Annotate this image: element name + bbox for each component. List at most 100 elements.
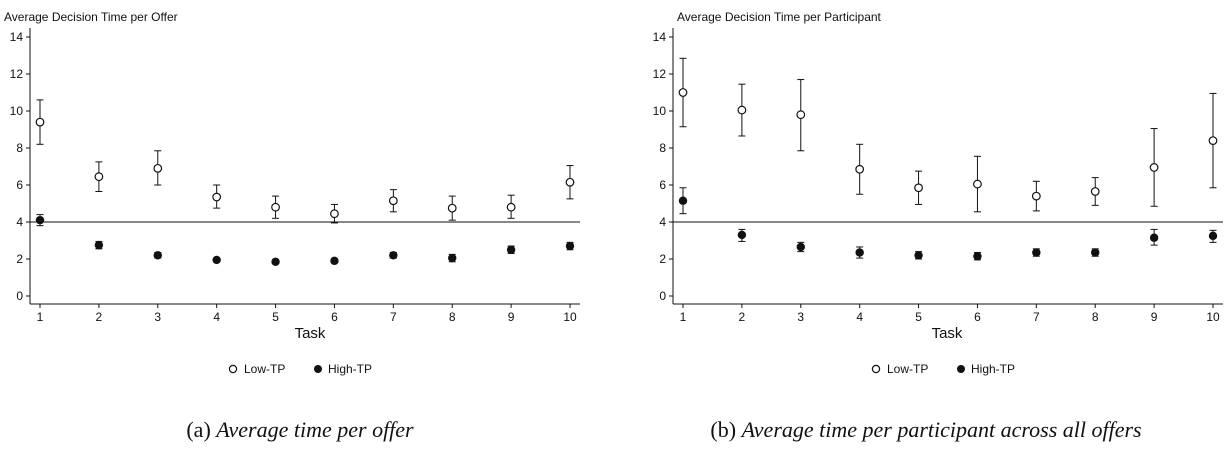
legend-marker-high-tp <box>957 365 965 373</box>
chart-panel-a: Average Decision Time per Offer Task Low… <box>4 10 580 376</box>
y-tick-label: 6 <box>16 178 23 192</box>
data-point-high-tp <box>1032 248 1041 257</box>
data-point-low-tp <box>388 196 398 206</box>
data-point-low-tp <box>973 179 982 189</box>
data-point-high-tp <box>796 242 805 252</box>
x-axis-label: Task <box>295 325 326 342</box>
data-point-high-tp <box>1091 248 1100 257</box>
y-tick-label: 10 <box>653 104 667 118</box>
x-tick-label: 2 <box>739 310 746 324</box>
data-point-high-tp <box>1149 233 1159 242</box>
y-tick-label: 2 <box>16 252 23 266</box>
data-point-high-tp <box>1208 231 1218 241</box>
x-tick-label: 10 <box>1206 310 1220 324</box>
data-point-high-tp <box>914 251 923 260</box>
data-point-low-tp <box>1031 191 1041 201</box>
x-axis-label: Task <box>932 325 963 342</box>
data-point-low-tp <box>565 177 575 187</box>
data-point-low-tp <box>153 163 163 173</box>
data-point-high-tp <box>973 252 982 261</box>
svg-text:(a) Average time per offer: (a) Average time per offer <box>186 417 414 442</box>
caption-b: (b) Average time per participant across … <box>710 417 1141 442</box>
x-tick-label: 9 <box>1151 310 1158 324</box>
x-tick-label: 4 <box>213 310 220 324</box>
legend-marker-low-tp <box>228 364 238 374</box>
y-tick-label: 4 <box>16 215 23 229</box>
caption-a-text: Average time per offer <box>214 417 414 442</box>
data-point-high-tp <box>448 253 457 263</box>
data-point-low-tp <box>796 110 806 120</box>
legend: Low-TP High-TP <box>871 362 1015 376</box>
y-tick-label: 6 <box>659 178 666 192</box>
data-point-low-tp <box>94 172 104 182</box>
x-tick-label: 8 <box>1092 310 1099 324</box>
data-point-low-tp <box>330 209 339 219</box>
y-tick-label: 12 <box>653 67 667 81</box>
data-point-high-tp <box>565 241 575 251</box>
data-point-low-tp <box>35 117 45 127</box>
chart-title: Average Decision Time per Participant <box>677 10 882 24</box>
x-tick-label: 7 <box>1033 310 1040 324</box>
data-point-low-tp <box>271 202 280 212</box>
y-tick-label: 12 <box>10 67 24 81</box>
data-point-high-tp <box>855 248 864 257</box>
data-point-high-tp <box>389 251 398 260</box>
x-tick-label: 1 <box>680 310 687 324</box>
data-point-high-tp <box>35 215 45 225</box>
x-tick-label: 6 <box>331 310 338 324</box>
y-tick-label: 2 <box>659 252 666 266</box>
x-tick-label: 3 <box>154 310 161 324</box>
y-tick-label: 14 <box>10 30 24 44</box>
svg-text:(b) Average time per participa: (b) Average time per participant across … <box>710 417 1141 442</box>
caption-a: (a) Average time per offer <box>186 417 414 442</box>
data-point-low-tp <box>447 203 457 213</box>
data-point-low-tp <box>914 183 923 193</box>
legend-label-high-tp: High-TP <box>971 362 1015 376</box>
x-tick-label: 5 <box>272 310 279 324</box>
y-tick-label: 10 <box>10 104 24 118</box>
data-point-low-tp <box>737 105 747 115</box>
data-point-low-tp <box>1090 187 1100 196</box>
data-point-high-tp <box>271 257 280 266</box>
data-point-high-tp <box>737 230 747 240</box>
y-tick-label: 8 <box>659 141 666 155</box>
data-point-low-tp <box>855 164 865 174</box>
data-point-high-tp <box>94 240 104 250</box>
x-tick-label: 3 <box>797 310 804 324</box>
y-tick-label: 14 <box>653 30 667 44</box>
x-tick-label: 4 <box>856 310 863 324</box>
y-tick-label: 0 <box>16 289 23 303</box>
y-tick-label: 8 <box>16 141 23 155</box>
data-point-high-tp <box>678 196 688 205</box>
x-tick-label: 7 <box>390 310 397 324</box>
caption-b-text: Average time per participant across all … <box>740 417 1142 442</box>
legend: Low-TP High-TP <box>228 362 372 376</box>
x-tick-label: 1 <box>37 310 44 324</box>
x-tick-label: 5 <box>915 310 922 324</box>
x-tick-label: 9 <box>508 310 515 324</box>
data-point-low-tp <box>1149 163 1159 172</box>
data-point-high-tp <box>212 255 221 265</box>
data-point-low-tp <box>1208 136 1218 146</box>
legend-marker-high-tp <box>314 365 322 373</box>
data-point-low-tp <box>678 88 688 97</box>
x-tick-label: 10 <box>563 310 577 324</box>
x-tick-label: 2 <box>96 310 103 324</box>
y-tick-label: 4 <box>659 215 666 229</box>
chart-title: Average Decision Time per Offer <box>4 10 178 24</box>
y-tick-label: 0 <box>659 289 666 303</box>
chart-panel-b: Average Decision Time per Participant Ta… <box>653 10 1223 376</box>
legend-label-high-tp: High-TP <box>328 362 372 376</box>
data-point-low-tp <box>212 192 222 202</box>
legend-marker-low-tp <box>871 364 881 374</box>
legend-label-low-tp: Low-TP <box>887 362 928 376</box>
caption-b-label: (b) <box>710 417 736 442</box>
data-point-high-tp <box>153 251 162 260</box>
data-point-low-tp <box>506 202 516 212</box>
legend-label-low-tp: Low-TP <box>244 362 285 376</box>
caption-a-label: (a) <box>186 417 210 442</box>
x-tick-label: 6 <box>974 310 981 324</box>
x-tick-label: 8 <box>449 310 456 324</box>
data-point-high-tp <box>506 245 516 254</box>
